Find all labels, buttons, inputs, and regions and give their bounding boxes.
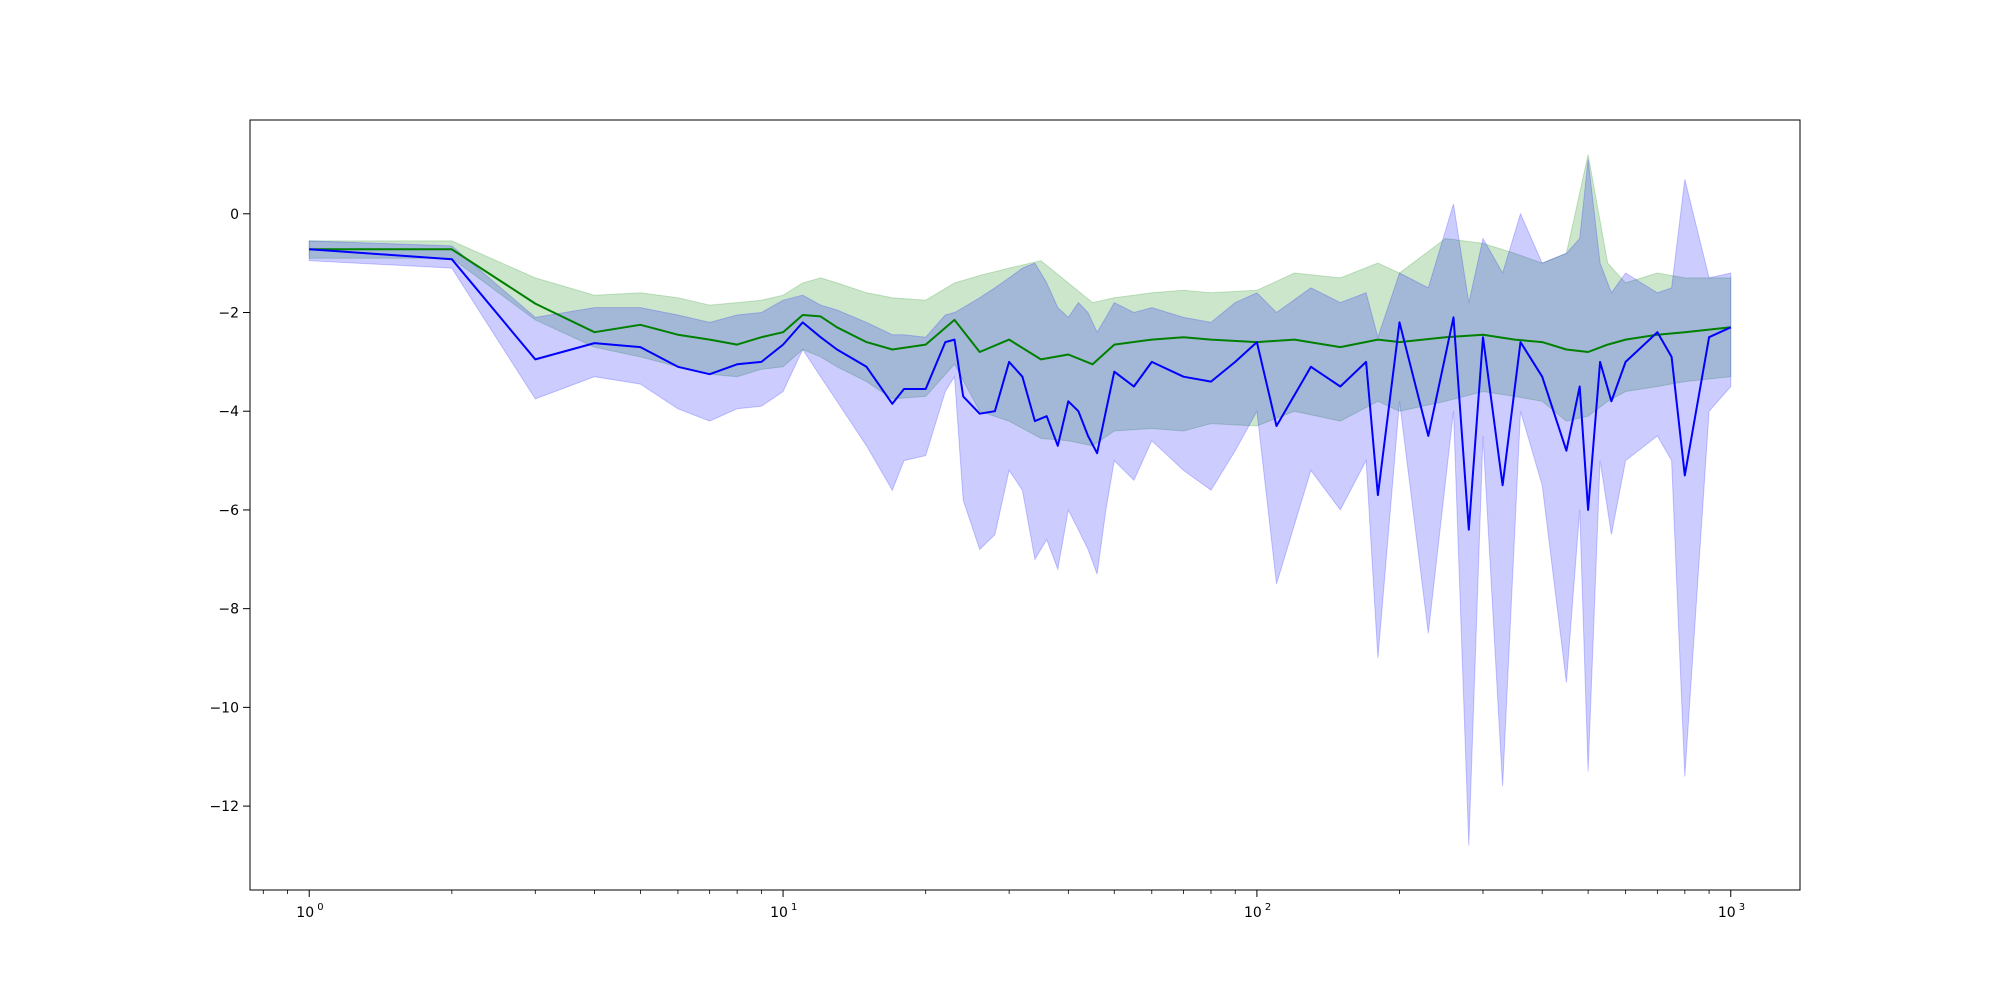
y-tick-label: −10 [209,700,239,716]
x-tick-label-exponent: 2 [1265,902,1271,913]
series-1-band [308,154,1732,447]
x-tick-label: 10 [1244,905,1262,921]
x-tick-label: 10 [770,905,788,921]
series-1-line [309,248,1731,366]
x-tick-label: 10 [296,905,314,921]
plot-area [308,154,1732,846]
series-2-line [309,248,1732,531]
x-tick-label-exponent: 3 [1739,902,1745,913]
axes-frame [249,119,1801,891]
y-axis: 0 −2 −4 −6 −8 −10 −12 [209,207,250,815]
y-tick-label: −12 [209,799,239,815]
x-axis: 10 0 10 1 10 2 10 3 [262,890,1745,921]
y-tick-label: −4 [218,404,239,420]
x-tick-label-exponent: 0 [317,902,323,913]
y-tick-label: −6 [218,503,239,519]
y-tick-label: −8 [218,602,239,618]
x-tick-label: 10 [1718,905,1736,921]
y-tick-label: 0 [230,207,239,223]
series-lines [309,248,1732,531]
y-tick-label: −2 [218,306,239,322]
x-tick-label-exponent: 1 [791,902,797,913]
